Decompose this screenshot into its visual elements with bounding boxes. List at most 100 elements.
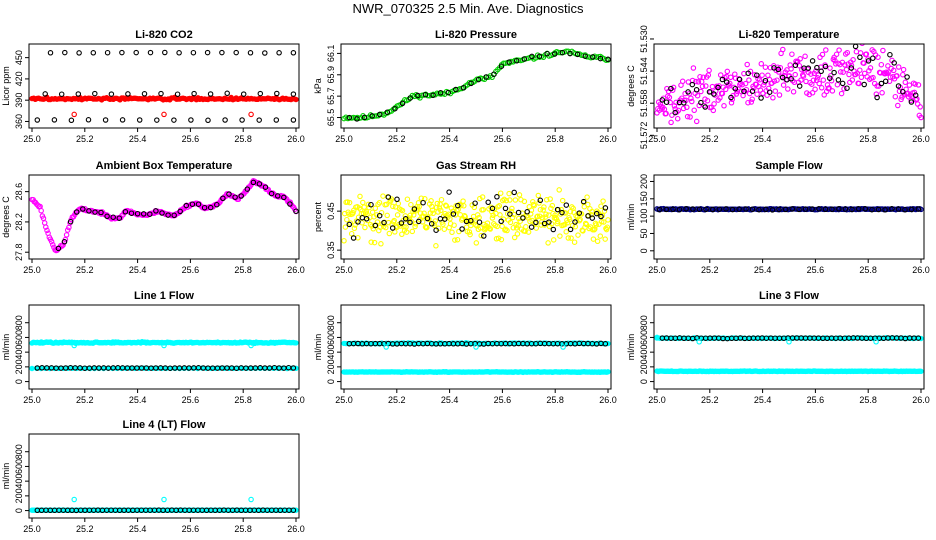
data-point (828, 72, 834, 79)
data-point (816, 80, 822, 87)
x-tick-label: 25.6 (182, 395, 200, 405)
data-point (836, 206, 842, 212)
data-point (214, 201, 220, 208)
data-point (256, 117, 262, 123)
data-point (717, 72, 724, 78)
data-point (550, 226, 557, 233)
data-point (171, 117, 177, 123)
data-point (85, 117, 92, 123)
data-point (481, 233, 487, 239)
data-point (567, 226, 574, 233)
data-point (770, 95, 776, 101)
data-point (569, 204, 575, 210)
data-point (92, 90, 98, 97)
data-point (732, 85, 739, 92)
data-point (680, 105, 687, 112)
data-point (838, 90, 845, 97)
data-point (204, 49, 211, 56)
data-point (549, 202, 556, 209)
data-point (809, 206, 815, 212)
data-point (598, 203, 604, 209)
data-point (882, 78, 889, 85)
data-point (440, 221, 446, 227)
data-point (449, 229, 455, 236)
data-point (808, 71, 814, 77)
data-point (544, 50, 550, 57)
data-point (836, 47, 842, 53)
data-point (878, 61, 885, 68)
data-point (47, 50, 54, 56)
data-point (663, 206, 670, 213)
data-point (728, 100, 735, 106)
series-co2-red-outliers (71, 111, 254, 118)
x-tick-label: 25.6 (494, 265, 512, 275)
data-point (719, 90, 726, 97)
data-point (604, 224, 611, 230)
y-tick-label: 400 (639, 345, 649, 360)
data-point (368, 201, 374, 208)
data-point (403, 224, 409, 230)
data-point (918, 206, 924, 213)
data-point (700, 74, 707, 81)
data-point (529, 53, 535, 60)
data-point (59, 243, 65, 249)
data-point (520, 215, 526, 221)
data-point (562, 210, 569, 216)
y-tick-label: 800 (14, 444, 24, 459)
data-point (597, 55, 604, 62)
data-point (771, 78, 778, 84)
series-pressure-black (346, 49, 611, 122)
data-point (559, 209, 565, 216)
data-point (745, 99, 751, 106)
y-tick-label: 400 (14, 474, 24, 489)
data-point (454, 236, 461, 243)
plot-area (654, 44, 924, 126)
data-point (459, 226, 465, 232)
x-tick-label: 25.6 (182, 134, 200, 144)
plot-area (654, 334, 924, 375)
series-box-temp-main (29, 178, 299, 254)
data-point (432, 218, 439, 224)
data-point (512, 197, 519, 203)
data-point (428, 221, 435, 227)
data-point (381, 219, 387, 226)
series-line1-cyan (29, 339, 299, 347)
data-point (276, 50, 282, 56)
data-point (507, 211, 513, 217)
data-point (719, 76, 726, 83)
data-point (248, 496, 254, 503)
data-point (248, 342, 254, 349)
series-box-temp-black (55, 179, 299, 252)
data-point (827, 75, 833, 81)
data-point (188, 117, 194, 123)
data-point (360, 199, 366, 206)
x-tick-label: 25.6 (807, 395, 825, 405)
data-point (351, 225, 358, 232)
data-point (593, 222, 599, 228)
data-point (528, 224, 535, 230)
data-point (460, 85, 467, 91)
y-tick-label: 200 (14, 488, 24, 503)
data-point (233, 49, 239, 56)
data-point (809, 58, 816, 64)
data-point (355, 235, 361, 241)
data-point (504, 227, 510, 234)
data-point (589, 215, 596, 221)
data-point (829, 206, 835, 213)
data-point (758, 61, 765, 67)
x-tick-label: 25.6 (494, 134, 512, 144)
data-point (556, 187, 562, 193)
x-tick-label: 25.2 (701, 265, 719, 275)
data-point (195, 201, 202, 207)
data-point (383, 201, 390, 208)
data-point (473, 240, 480, 246)
data-point (122, 209, 129, 215)
data-point (290, 507, 297, 513)
x-tick-label: 25.0 (648, 134, 666, 144)
y-tick-label: 50 (639, 228, 649, 238)
data-point (698, 88, 704, 95)
data-point (585, 213, 591, 219)
data-point (55, 245, 62, 252)
data-point (892, 93, 899, 100)
data-point (489, 215, 496, 221)
